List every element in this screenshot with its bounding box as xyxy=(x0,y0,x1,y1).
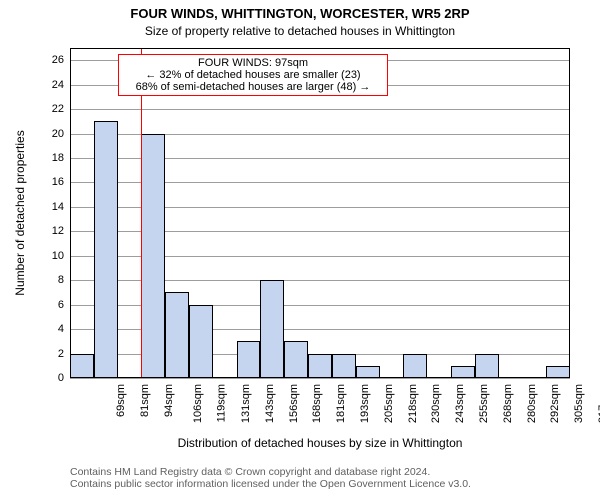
x-tick-label: 305sqm xyxy=(573,378,585,423)
x-tick-label: 218sqm xyxy=(407,378,419,423)
x-tick-label: 94sqm xyxy=(163,378,175,417)
x-tick-label: 156sqm xyxy=(288,378,300,423)
y-tick-label: 26 xyxy=(52,54,70,66)
x-tick-label: 255sqm xyxy=(478,378,490,423)
x-tick-label: 119sqm xyxy=(215,378,227,422)
x-tick-label: 243sqm xyxy=(454,378,466,423)
chart-title: FOUR WINDS, WHITTINGTON, WORCESTER, WR5 … xyxy=(0,6,600,21)
bar xyxy=(70,354,94,378)
chart-subtitle: Size of property relative to detached ho… xyxy=(0,24,600,38)
bar xyxy=(403,354,427,378)
x-tick-label: 280sqm xyxy=(526,378,538,423)
x-tick-label: 181sqm xyxy=(335,378,347,423)
x-tick-label: 131sqm xyxy=(240,378,252,423)
bar xyxy=(308,354,332,378)
bar xyxy=(356,366,380,378)
footer: Contains HM Land Registry data © Crown c… xyxy=(70,466,471,490)
bar xyxy=(189,305,213,378)
x-tick-label: 106sqm xyxy=(192,378,204,423)
bar xyxy=(332,354,356,378)
annotation-box: FOUR WINDS: 97sqm← 32% of detached house… xyxy=(118,54,388,96)
x-axis-label: Distribution of detached houses by size … xyxy=(178,436,463,450)
x-tick-label: 143sqm xyxy=(264,378,276,423)
y-tick-label: 2 xyxy=(58,348,70,360)
y-tick-label: 0 xyxy=(58,372,70,384)
y-tick-label: 16 xyxy=(52,176,70,188)
x-tick-label: 205sqm xyxy=(383,378,395,423)
y-axis-label: Number of detached properties xyxy=(13,130,27,295)
x-tick-label: 292sqm xyxy=(550,378,562,423)
y-tick-label: 14 xyxy=(52,201,70,213)
bar xyxy=(451,366,475,378)
bar xyxy=(141,134,165,378)
bar xyxy=(546,366,570,378)
plot-area: 0246810121416182022242669sqm81sqm94sqm10… xyxy=(70,48,570,378)
y-tick-label: 12 xyxy=(52,225,70,237)
bar xyxy=(284,341,308,378)
reference-line xyxy=(141,48,142,378)
x-tick-label: 230sqm xyxy=(431,378,443,423)
y-tick-label: 6 xyxy=(58,299,70,311)
bar xyxy=(237,341,261,378)
y-tick-label: 10 xyxy=(52,250,70,262)
annotation-line: 68% of semi-detached houses are larger (… xyxy=(125,81,381,93)
gridline xyxy=(70,109,570,110)
bar xyxy=(260,280,284,378)
y-tick-label: 4 xyxy=(58,323,70,335)
x-tick-label: 193sqm xyxy=(359,378,371,423)
annotation-line: ← 32% of detached houses are smaller (23… xyxy=(125,69,381,81)
annotation-line: FOUR WINDS: 97sqm xyxy=(125,57,381,69)
bar xyxy=(165,292,189,378)
x-tick-label: 81sqm xyxy=(139,378,151,417)
y-tick-label: 20 xyxy=(52,128,70,140)
x-tick-label: 69sqm xyxy=(115,378,127,417)
y-tick-label: 8 xyxy=(58,274,70,286)
x-tick-label: 268sqm xyxy=(502,378,514,423)
y-tick-label: 24 xyxy=(52,79,70,91)
y-tick-label: 18 xyxy=(52,152,70,164)
footer-line: Contains HM Land Registry data © Crown c… xyxy=(70,466,471,478)
y-tick-label: 22 xyxy=(52,103,70,115)
x-tick-label: 168sqm xyxy=(312,378,324,423)
bar xyxy=(94,121,118,378)
footer-line: Contains public sector information licen… xyxy=(70,478,471,490)
bar xyxy=(475,354,499,378)
